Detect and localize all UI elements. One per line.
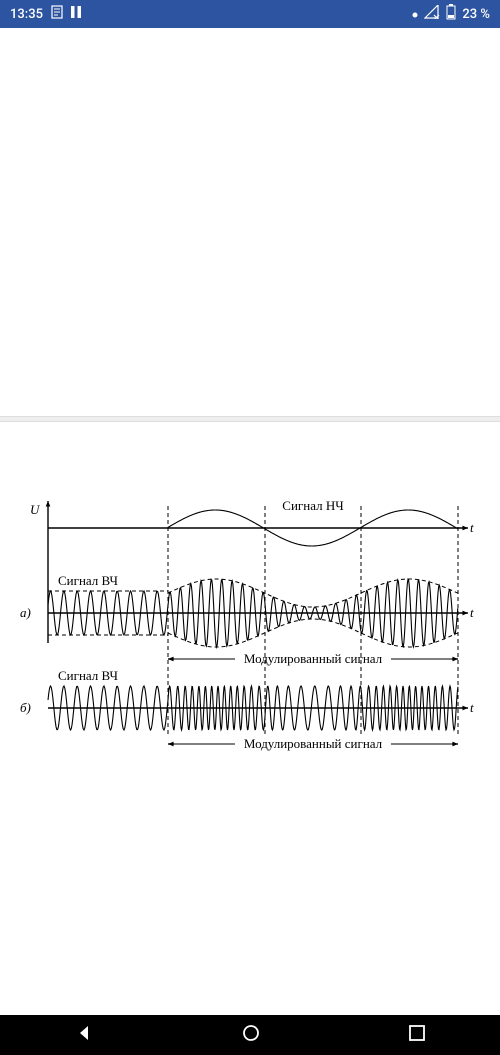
modulation-diagram: Ut Сигнал НЧ а) t Сигнал ВЧ Модулированный си… xyxy=(18,498,482,768)
status-left: 13:35 xyxy=(10,5,81,23)
battery-pct: 23 % xyxy=(462,7,490,22)
nav-home-icon[interactable] xyxy=(242,1024,260,1046)
svg-text:Модулированный сигнал: Модулированный сигнал xyxy=(244,736,383,751)
nav-back-icon[interactable] xyxy=(75,1024,93,1046)
svg-text:Сигнал НЧ: Сигнал НЧ xyxy=(282,498,344,513)
svg-text:t: t xyxy=(470,700,474,715)
dot-icon xyxy=(412,7,418,22)
signal-icon xyxy=(424,5,440,23)
battery-icon xyxy=(446,4,456,24)
status-bar: 13:35 23 % xyxy=(0,0,500,28)
status-right: 23 % xyxy=(412,4,490,24)
doc-icon xyxy=(51,5,63,23)
nav-recent-icon[interactable] xyxy=(409,1025,425,1045)
navigation-bar xyxy=(0,1015,500,1055)
status-time: 13:35 xyxy=(10,7,43,22)
content-divider xyxy=(0,416,500,422)
content-area: Ut Сигнал НЧ а) t Сигнал ВЧ Модулированный си… xyxy=(0,28,500,1015)
svg-text:б): б) xyxy=(20,700,31,715)
svg-text:U: U xyxy=(30,502,41,517)
svg-text:Сигнал ВЧ: Сигнал ВЧ xyxy=(58,573,119,588)
pause-icon xyxy=(71,6,81,22)
svg-text:t: t xyxy=(470,520,474,535)
svg-text:t: t xyxy=(470,605,474,620)
svg-text:а): а) xyxy=(20,605,31,620)
svg-text:Сигнал ВЧ: Сигнал ВЧ xyxy=(58,668,119,683)
